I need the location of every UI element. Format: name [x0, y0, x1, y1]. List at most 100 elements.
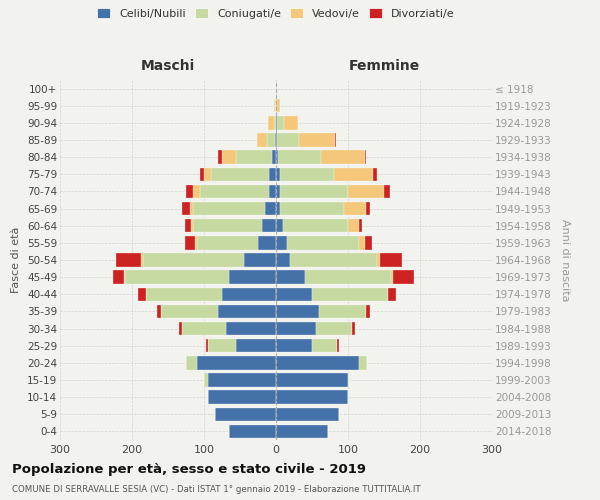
Bar [276, 390, 348, 404]
Bar [280, 168, 334, 181]
Bar [352, 322, 355, 336]
Bar [283, 219, 348, 232]
Bar [182, 322, 226, 336]
Bar [276, 322, 316, 336]
Bar [218, 150, 222, 164]
Bar [197, 236, 258, 250]
Bar [276, 219, 283, 232]
Bar [229, 424, 276, 438]
Bar [380, 254, 402, 266]
Text: Popolazione per età, sesso e stato civile - 2019: Popolazione per età, sesso e stato civil… [12, 462, 366, 475]
Bar [236, 150, 272, 164]
Bar [146, 288, 222, 301]
Bar [280, 184, 348, 198]
Bar [186, 356, 197, 370]
Bar [276, 374, 348, 386]
Bar [196, 236, 197, 250]
Bar [208, 339, 236, 352]
Bar [257, 134, 268, 146]
Bar [277, 134, 299, 146]
Text: Femmine: Femmine [349, 59, 419, 73]
Bar [161, 304, 218, 318]
Bar [186, 184, 193, 198]
Bar [193, 184, 200, 198]
Bar [124, 270, 125, 284]
Bar [269, 184, 276, 198]
Bar [200, 184, 269, 198]
Bar [116, 254, 142, 266]
Bar [365, 150, 366, 164]
Text: COMUNE DI SERRAVALLE SESIA (VC) - Dati ISTAT 1° gennaio 2019 - Elaborazione TUTT: COMUNE DI SERRAVALLE SESIA (VC) - Dati I… [12, 485, 421, 494]
Bar [277, 116, 284, 130]
Bar [348, 184, 384, 198]
Bar [244, 254, 276, 266]
Bar [229, 270, 276, 284]
Bar [388, 288, 395, 301]
Bar [215, 408, 276, 421]
Bar [204, 374, 208, 386]
Bar [275, 99, 276, 112]
Bar [278, 150, 322, 164]
Bar [276, 99, 277, 112]
Bar [268, 116, 274, 130]
Legend: Celibi/Nubili, Coniugati/e, Vedovi/e, Divorziati/e: Celibi/Nubili, Coniugati/e, Vedovi/e, Di… [95, 6, 457, 21]
Bar [276, 424, 328, 438]
Bar [190, 202, 193, 215]
Bar [290, 254, 377, 266]
Bar [359, 219, 362, 232]
Bar [274, 99, 275, 112]
Bar [312, 288, 388, 301]
Bar [142, 254, 143, 266]
Bar [276, 304, 319, 318]
Bar [287, 236, 359, 250]
Bar [182, 202, 190, 215]
Bar [276, 339, 312, 352]
Y-axis label: Fasce di età: Fasce di età [11, 227, 22, 293]
Text: Maschi: Maschi [141, 59, 195, 73]
Bar [366, 202, 370, 215]
Bar [359, 356, 367, 370]
Bar [125, 270, 229, 284]
Bar [222, 288, 276, 301]
Bar [276, 356, 359, 370]
Bar [359, 236, 365, 250]
Bar [193, 202, 265, 215]
Bar [377, 254, 380, 266]
Bar [276, 82, 277, 96]
Bar [276, 134, 277, 146]
Bar [208, 390, 276, 404]
Bar [334, 168, 373, 181]
Y-axis label: Anni di nascita: Anni di nascita [560, 219, 570, 301]
Bar [373, 168, 377, 181]
Bar [185, 236, 196, 250]
Bar [384, 184, 390, 198]
Bar [322, 150, 365, 164]
Bar [208, 374, 276, 386]
Bar [276, 168, 280, 181]
Bar [272, 150, 276, 164]
Bar [335, 134, 337, 146]
Bar [211, 168, 269, 181]
Bar [299, 134, 335, 146]
Bar [193, 219, 262, 232]
Bar [276, 254, 290, 266]
Bar [316, 322, 352, 336]
Bar [191, 219, 193, 232]
Bar [348, 219, 359, 232]
Bar [319, 304, 366, 318]
Bar [337, 339, 338, 352]
Bar [284, 116, 298, 130]
Bar [200, 168, 204, 181]
Bar [276, 288, 312, 301]
Bar [365, 236, 372, 250]
Bar [305, 270, 391, 284]
Bar [366, 304, 370, 318]
Bar [139, 288, 146, 301]
Bar [348, 374, 349, 386]
Bar [277, 99, 280, 112]
Bar [206, 339, 208, 352]
Bar [275, 134, 276, 146]
Bar [197, 356, 276, 370]
Bar [280, 202, 344, 215]
Bar [276, 184, 280, 198]
